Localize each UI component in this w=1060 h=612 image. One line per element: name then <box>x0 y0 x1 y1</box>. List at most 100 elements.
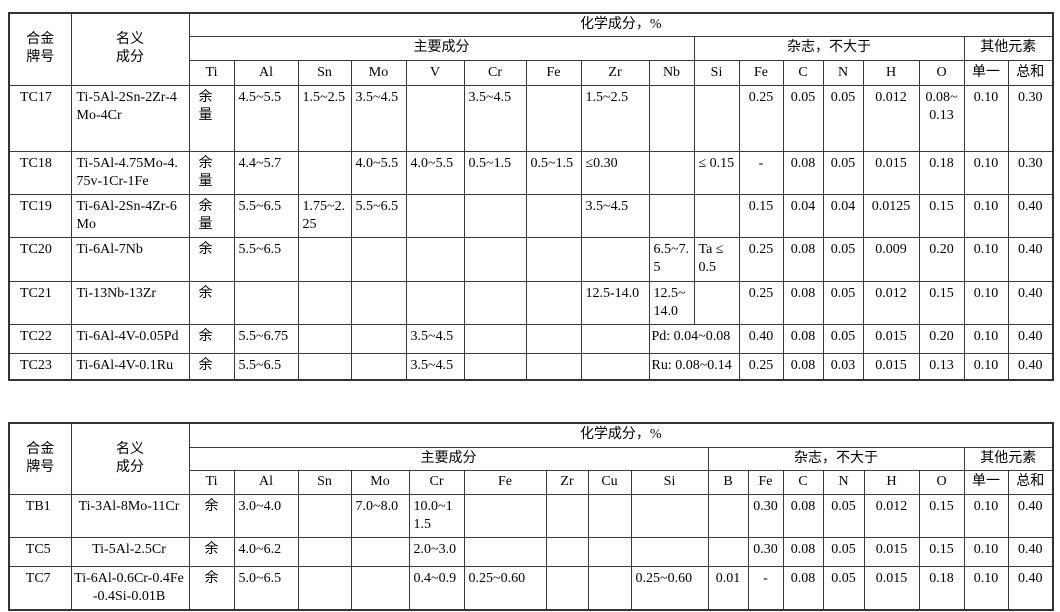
other-elements-header: 其他元素 <box>963 446 1054 471</box>
value-cell: 余量 <box>188 84 235 152</box>
value-cell: 0.40 <box>1007 280 1054 325</box>
other-elements-header: 其他元素 <box>963 36 1054 61</box>
value-cell <box>525 84 582 152</box>
value-cell <box>350 565 410 611</box>
alloy-grade-cell: TC7 <box>8 565 72 611</box>
value-cell <box>545 536 589 567</box>
value-cell: 0.25 <box>738 352 784 381</box>
nominal-composition-cell: Ti-5Al-2Sn-2Zr-4Mo-4Cr <box>70 84 190 152</box>
value-cell: 0.18 <box>918 150 965 195</box>
value-cell <box>405 84 465 152</box>
value-cell <box>463 493 547 538</box>
value-cell: 0.015 <box>863 565 920 611</box>
value-cell: 余 <box>188 280 235 325</box>
value-cell: 0.13 <box>918 352 965 381</box>
value-cell <box>350 352 407 381</box>
table-row: TC22 Ti-6Al-4V-0.05Pd 余 5.5~6.75 3.5~4.5 Pd: … <box>8 323 1054 354</box>
value-cell: 0.009 <box>862 236 920 282</box>
alloy-grade-cell: TB1 <box>8 493 72 538</box>
table-row: TC5 Ti-5Al-2.5Cr 余 4.0~6.2 2.0~3.0 0.30 0.08 0.… <box>8 536 1054 567</box>
table-row: TB1 Ti-3Al-8Mo-11Cr 余 3.0~4.0 7.0~8.0 10.0~11… <box>8 493 1054 538</box>
alloy-grade-header: 合金 牌号 <box>8 12 72 86</box>
element-column-header: Fe <box>525 59 582 86</box>
value-cell <box>580 352 650 381</box>
value-cell: 0.20 <box>918 236 965 282</box>
value-cell: 0.08 <box>782 493 824 538</box>
value-cell <box>587 536 632 567</box>
value-cell <box>545 493 589 538</box>
nominal-composition-cell: Ti-5Al-2.5Cr <box>70 536 190 567</box>
alloy-grade-cell: TC18 <box>8 150 72 195</box>
value-cell <box>707 493 749 538</box>
value-cell <box>463 236 527 282</box>
table-row: TC23 Ti-6Al-4V-0.1Ru 余 5.5~6.5 3.5~4.5 Ru: 0.… <box>8 352 1054 381</box>
alloy-grade-cell: TC20 <box>8 236 72 282</box>
value-cell: 余 <box>188 236 235 282</box>
element-column-header: Cu <box>587 469 632 495</box>
value-cell: 0.15 <box>918 280 965 325</box>
value-cell: 0.05 <box>822 280 864 325</box>
impurities-header: 杂志，不大于 <box>707 446 965 471</box>
value-cell: 7.0~8.0 <box>350 493 410 538</box>
single-element-column-header: 单一 <box>963 59 1009 86</box>
value-cell: 0.08 <box>782 352 824 381</box>
value-cell: 4.0~6.2 <box>233 536 299 567</box>
value-cell: 0.05 <box>822 236 864 282</box>
total-elements-column-header: 总和 <box>1007 59 1054 86</box>
value-cell: 0.05 <box>822 536 865 567</box>
value-cell: 10.0~11.5 <box>408 493 465 538</box>
element-column-header: Fe <box>738 59 784 86</box>
value-cell <box>525 236 582 282</box>
value-cell: 5.5~6.75 <box>233 323 299 354</box>
value-cell <box>648 193 695 238</box>
header-row: Ti Al Sn Mo Cr Fe Zr Cu Si B Fe C N H O … <box>9 469 1054 495</box>
table-row: TC19 Ti-6Al-2Sn-4Zr-6Mo 余量 5.5~6.5 1.75~2.25… <box>8 193 1054 238</box>
value-cell <box>693 84 740 152</box>
value-cell <box>525 352 582 381</box>
value-cell: 0.015 <box>862 150 920 195</box>
value-cell: 0.30 <box>1007 84 1054 152</box>
value-cell: 5.5~6.5 <box>233 236 299 282</box>
element-column-header: Mo <box>350 469 410 495</box>
main-components-header: 主要成分 <box>188 36 695 61</box>
main-components-header: 主要成分 <box>188 446 709 471</box>
chemical-composition-header: 化学成分，% <box>188 422 1054 448</box>
value-cell: 0.05 <box>822 84 864 152</box>
value-cell: 2.0~3.0 <box>408 536 465 567</box>
nominal-composition-cell: Ti-13Nb-13Zr <box>70 280 190 325</box>
chemical-composition-header: 化学成分，% <box>188 12 1054 38</box>
alloy-grade-cell: TC5 <box>8 536 72 567</box>
element-column-header: C <box>782 469 824 495</box>
element-column-header: O <box>918 469 965 495</box>
alloy-grade-cell: TC17 <box>8 84 72 152</box>
value-cell: 余 <box>188 493 235 538</box>
value-cell: 5.0~6.5 <box>233 565 299 611</box>
value-cell <box>297 150 352 195</box>
value-cell: 0.05 <box>822 150 864 195</box>
element-column-header: Mo <box>350 59 407 86</box>
value-cell: - <box>738 150 784 195</box>
value-cell: 4.0~5.5 <box>405 150 465 195</box>
element-column-header: Ti <box>188 59 235 86</box>
value-cell: 1.5~2.5 <box>580 84 650 152</box>
value-cell: 5.5~6.5 <box>233 352 299 381</box>
header-row: 合金 牌号 名义 成分 化学成分，% <box>8 422 1054 495</box>
value-cell: 0.40 <box>1007 493 1054 538</box>
header-row: 主要成分 杂志，不大于 其他元素 <box>9 446 1054 471</box>
value-cell: 0.05 <box>782 84 824 152</box>
value-cell: 0.05 <box>822 323 864 354</box>
value-cell: 0.25 <box>738 236 784 282</box>
value-cell: 0.015 <box>862 352 920 381</box>
value-cell: 0.012 <box>863 493 920 538</box>
value-cell: 0.25~0.60 <box>463 565 547 611</box>
header-row: 主要成分 杂志，不大于 其他元素 <box>9 36 1054 61</box>
value-cell <box>707 536 749 567</box>
value-cell: 4.5~5.5 <box>233 84 299 152</box>
titanium-alloy-table-2: 合金 牌号 名义 成分 化学成分，% 主要成分 杂志，不大于 其他元素 Ti A… <box>8 422 1055 611</box>
value-cell: ≤ 0.15 <box>693 150 740 195</box>
element-column-header: V <box>405 59 465 86</box>
value-cell: 12.5~14.0 <box>648 280 695 325</box>
value-cell: 3.5~4.5 <box>405 323 465 354</box>
element-column-header: N <box>822 59 864 86</box>
